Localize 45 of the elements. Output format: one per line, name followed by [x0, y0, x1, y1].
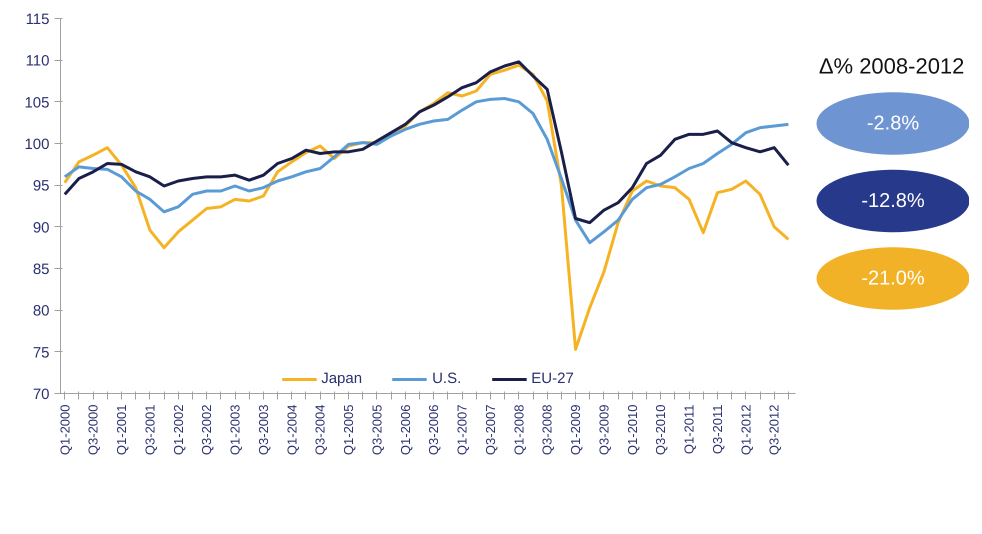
- legend-label: Japan: [321, 370, 362, 387]
- x-tick-label: Q3-2006: [426, 404, 442, 456]
- y-tick-label: 85: [32, 261, 50, 278]
- y-tick-label: 105: [24, 94, 50, 112]
- text: Δ% 2008-2012: [818, 54, 964, 78]
- x-tick-label: Q1-2009: [568, 404, 584, 456]
- x-tick-label: Q1-2000: [57, 404, 72, 456]
- x-tick-label: Q3-2011: [710, 404, 725, 454]
- x-tick-label: Q1-2008: [511, 404, 526, 456]
- y-tick-label: 115: [26, 11, 50, 28]
- legend-label: U.S.: [432, 370, 462, 387]
- text: -2.8%: [866, 112, 920, 134]
- y-tick-label: 110: [26, 52, 50, 70]
- x-tick-label: Q1-2012: [738, 404, 754, 456]
- legend-label: EU-27: [531, 370, 574, 387]
- y-tick-label: 70: [32, 386, 50, 403]
- x-tick-label: Q3-2008: [540, 404, 555, 456]
- x-tick-label: Q3-2000: [86, 404, 101, 456]
- x-tick-label: Q1-2005: [341, 404, 356, 456]
- x-tick-label: Q1-2002: [170, 404, 186, 456]
- x-tick-label: Q3-2010: [653, 404, 668, 456]
- x-tick-label: Q1-2006: [398, 404, 413, 456]
- y-tick-label: 80: [32, 302, 50, 320]
- x-tick-label: Q3-2001: [142, 404, 158, 456]
- x-tick-label: Q3-2003: [256, 404, 271, 456]
- text: -21.0%: [861, 268, 925, 290]
- x-tick-label: Q1-2011: [682, 404, 697, 454]
- x-tick-label: Q3-2004: [312, 404, 328, 456]
- y-tick-label: 100: [24, 136, 50, 153]
- line-series: [63, 60, 790, 224]
- line-series: [63, 97, 790, 244]
- text: -12.8%: [861, 190, 925, 212]
- x-tick-label: Q3-2002: [199, 404, 214, 456]
- x-tick-label: Q3-2007: [482, 404, 498, 456]
- x-tick-label: Q1-2007: [454, 404, 470, 456]
- x-tick-label: Q3-2012: [766, 404, 782, 456]
- x-tick-label: Q1-2010: [624, 404, 640, 456]
- x-tick-label: Q3-2005: [369, 404, 384, 456]
- x-tick-label: Q1-2001: [114, 404, 130, 456]
- x-tick-label: Q1-2004: [284, 404, 300, 456]
- y-tick-label: 90: [32, 219, 50, 236]
- y-tick-label: 95: [32, 178, 50, 195]
- x-tick-label: Q3-2009: [596, 404, 612, 456]
- y-tick-label: 75: [32, 344, 50, 362]
- x-tick-label: Q1-2003: [228, 404, 243, 456]
